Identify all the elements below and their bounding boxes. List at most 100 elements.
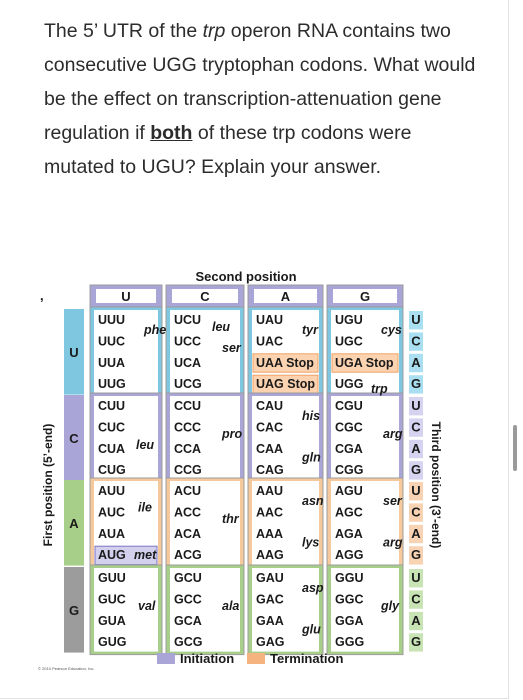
codon-CAG: CAG [256, 463, 284, 477]
legend-termination-swatch [247, 653, 265, 664]
question-trp-italic: trp [202, 20, 226, 42]
codon-UGC: UGC [335, 334, 363, 348]
stop-codon-highlight [252, 353, 319, 373]
amino-acid-arg: arg [383, 427, 403, 441]
third-base-cell [409, 397, 423, 416]
codon-CAU: CAU [256, 399, 283, 413]
codon-AAA: AAA [256, 527, 283, 541]
amino-acid-asp: asp [302, 581, 324, 595]
codon-UUC: UUC [98, 334, 125, 348]
codon-ACU: ACU [174, 484, 201, 498]
codon-GAU: GAU [256, 571, 284, 585]
third-base-U: U [411, 312, 420, 327]
first-base-C: C [69, 431, 79, 446]
third-base-cell [409, 375, 423, 394]
amino-acid-arg: arg [383, 536, 403, 550]
codon-AUG: AUG [98, 548, 126, 562]
codon-CCC: CCC [174, 420, 201, 434]
question-part-2: operon RNA contains two consecutive UGG … [44, 20, 476, 144]
third-base-cell [409, 332, 423, 351]
codon-block-cell [331, 310, 399, 394]
codon-block-cell [331, 481, 399, 565]
codon-UUA: UUA [98, 356, 125, 370]
codon-UAC: UAC [256, 334, 283, 348]
codon-GAG: GAG [256, 635, 284, 649]
amino-acid-leu: leu [136, 438, 154, 452]
codon-GCU: GCU [174, 571, 202, 585]
third-base-cell [409, 353, 423, 373]
question-part-1: The 5’ UTR of the [44, 20, 203, 42]
third-base-A: A [411, 441, 421, 456]
second-base-G: G [360, 289, 370, 304]
amino-acid-leu: leu [212, 320, 230, 334]
codon-block-cell [170, 568, 240, 652]
codon-AAG: AAG [256, 548, 284, 562]
codon-CAA: CAA [256, 442, 283, 456]
third-base-U: U [411, 398, 420, 413]
codon-block-cell [252, 396, 319, 480]
amino-acid-asn: asn [302, 494, 324, 508]
third-position-label: Third position (3’-end) [429, 422, 443, 549]
question-text: The 5’ UTR of the trp operon RNA contain… [44, 14, 484, 184]
content-frame [0, 0, 509, 699]
codon-block-cell [170, 481, 240, 565]
codon-GCG: GCG [174, 635, 202, 649]
amino-acid-ser: ser [222, 341, 242, 355]
third-base-cell [409, 461, 423, 480]
third-base-G: G [411, 376, 421, 391]
amino-acid-thr: thr [222, 512, 240, 526]
codon-ACG: ACG [174, 548, 202, 562]
third-base-G: G [411, 462, 421, 477]
amino-acid-ala: ala [222, 599, 239, 613]
codon-AUU: AUU [98, 484, 125, 498]
codon-AUA: AUA [98, 527, 125, 541]
amino-acid-ile: ile [138, 500, 152, 514]
codon-GAA: GAA [256, 614, 284, 628]
third-base-A: A [411, 613, 421, 628]
codon-CGG: CGG [335, 463, 363, 477]
amino-acid-val: val [138, 599, 156, 613]
codon-GUG: GUG [98, 635, 126, 649]
amino-acid-met: met [134, 548, 157, 562]
codon-block-cell [170, 396, 240, 480]
codon-AAC: AAC [256, 505, 283, 519]
codon-block-cell [252, 481, 319, 565]
first-base-cell [64, 309, 84, 395]
first-base-cell [64, 395, 84, 481]
codon-block-cell [331, 396, 399, 480]
second-base-header-cell [96, 289, 156, 303]
amino-acid-pro: pro [221, 427, 243, 441]
first-base-G: G [69, 603, 79, 618]
codon-GCA: GCA [174, 614, 202, 628]
amino-acid-glu: glu [301, 623, 321, 637]
amino-acid-phe: phe [143, 323, 166, 337]
codon-CUU: CUU [98, 399, 125, 413]
codon-block-cell [252, 568, 319, 652]
codon-block-cell [331, 568, 399, 652]
codon-UCA: UCA [174, 356, 201, 370]
codon-GGC: GGC [335, 592, 363, 606]
amino-acid-tyr: tyr [302, 323, 319, 337]
third-base-cell [409, 524, 423, 544]
first-base-U: U [69, 345, 78, 360]
codon-UGA: UGA Stop [335, 356, 394, 370]
third-base-C: C [411, 504, 421, 519]
codon-CCG: CCG [174, 463, 202, 477]
third-base-cell [409, 439, 423, 459]
codon-block-cell [94, 310, 158, 394]
codon-UGU: UGU [335, 313, 363, 327]
question-part-3: of these trp codons were mutated to UGU?… [44, 122, 412, 178]
codon-GCC: GCC [174, 592, 202, 606]
amino-acid-gly: gly [380, 599, 400, 613]
legend-initiation-label: Initiation [180, 651, 234, 666]
codon-grid: U C A GUCAGUUUUUCUUAUUGUCUUCCUCAUCGUAUUACUA… [64, 284, 423, 656]
scrollbar-thumb[interactable] [513, 425, 517, 471]
copyright-note: © 2010 Pearson Education, Inc. [38, 666, 95, 671]
codon-GUC: GUC [98, 592, 126, 606]
third-base-cell [409, 569, 423, 588]
codon-GAC: GAC [256, 592, 284, 606]
third-base-cell [409, 633, 423, 652]
second-base-C: C [200, 289, 210, 304]
codon-block-cell [94, 568, 158, 652]
